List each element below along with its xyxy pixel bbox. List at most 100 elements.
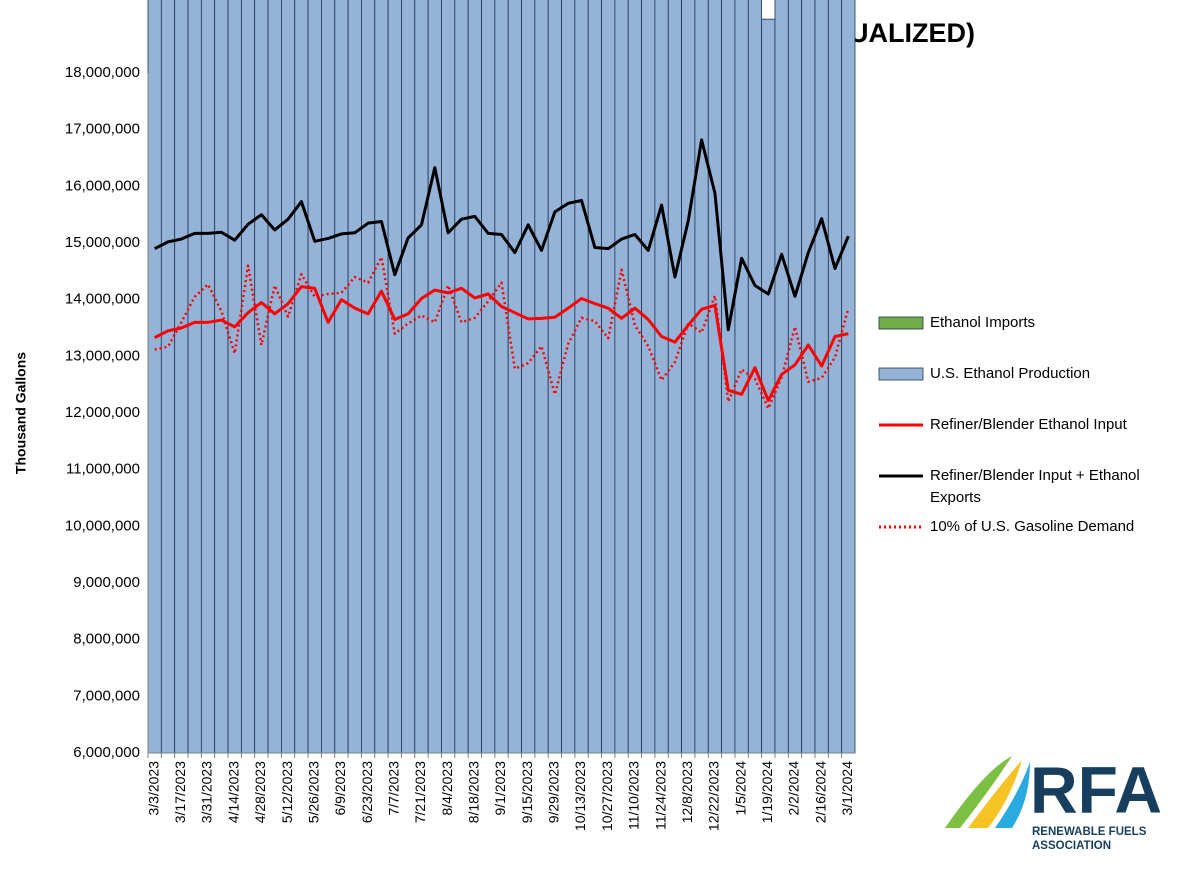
bar — [641, 0, 656, 754]
bar — [240, 0, 256, 754]
logo-name: RFA — [1030, 752, 1162, 826]
bar — [267, 0, 282, 754]
x-tick-label: 9/1/2023 — [492, 761, 508, 816]
y-tick-label: 13,000,000 — [65, 347, 140, 364]
logo-swoosh — [945, 756, 1012, 828]
legend-entry: U.S. Ethanol Production — [878, 363, 1168, 385]
bar — [160, 0, 176, 754]
bar — [467, 0, 482, 754]
bar — [187, 0, 202, 754]
x-tick-label: 5/12/2023 — [279, 761, 295, 823]
legend-label: Ethanol Imports — [930, 314, 1036, 331]
bar — [707, 0, 723, 754]
bar — [254, 0, 269, 754]
bar — [174, 0, 189, 754]
x-tick-label: 3/3/2023 — [145, 761, 161, 816]
logo-swoosh — [995, 762, 1030, 828]
line-series — [153, 138, 850, 332]
bar — [414, 0, 429, 754]
legend-marker — [879, 474, 923, 478]
bar — [827, 0, 843, 754]
bar — [627, 0, 642, 754]
x-tick-label: 11/10/2023 — [626, 761, 642, 830]
y-tick-label: 9,000,000 — [73, 574, 140, 591]
bar — [654, 0, 669, 754]
x-tick-label: 5/26/2023 — [305, 761, 321, 823]
x-tick-label: 11/24/2023 — [652, 761, 668, 830]
y-axis-label: Thousand Gallons — [13, 352, 29, 474]
bar — [401, 0, 416, 754]
bars — [147, 0, 856, 754]
bar — [321, 0, 336, 754]
bar — [280, 0, 296, 754]
bar — [294, 0, 309, 754]
bar — [561, 0, 576, 754]
logo: RFA RENEWABLE FUELS ASSOCIATION — [945, 752, 1162, 852]
bar — [481, 0, 496, 754]
legend-label: 10% of U.S. Gasoline Demand — [930, 518, 1135, 535]
x-tick-label: 10/27/2023 — [599, 761, 615, 831]
y-tick-label: 18,000,000 — [65, 64, 140, 81]
bar — [574, 0, 589, 754]
x-tick-label: 12/8/2023 — [679, 761, 695, 823]
bar — [734, 0, 749, 754]
bar — [427, 0, 442, 754]
legend-swatch — [878, 316, 924, 330]
bar — [667, 0, 682, 754]
x-tick-label: 9/29/2023 — [546, 761, 562, 823]
bar — [841, 0, 856, 754]
x-tick-label: 8/18/2023 — [466, 761, 482, 823]
x-tick-label: 3/1/2024 — [839, 761, 855, 816]
bar — [601, 0, 616, 754]
line-series — [153, 285, 849, 403]
bar — [721, 0, 736, 754]
lines — [153, 138, 850, 410]
bar — [227, 0, 242, 754]
x-tick-label: 7/21/2023 — [412, 761, 428, 823]
x-tick-label: 3/31/2023 — [199, 761, 215, 823]
x-tick-label: 6/23/2023 — [359, 761, 375, 823]
bar — [521, 0, 536, 754]
bar — [534, 0, 549, 754]
y-tick-label: 7,000,000 — [73, 687, 140, 704]
bar — [307, 0, 322, 754]
bar — [200, 0, 216, 754]
y-tick-label: 16,000,000 — [65, 177, 140, 194]
legend-label: Refiner/Blender Input + Ethanol Exports — [930, 467, 1140, 506]
y-tick-label: 6,000,000 — [73, 744, 140, 761]
bar — [334, 0, 349, 754]
x-tick-label: 4/14/2023 — [225, 761, 241, 823]
legend-swatch — [878, 367, 924, 381]
y-tick-label: 8,000,000 — [73, 631, 140, 648]
bar — [387, 0, 402, 754]
y-tick-label: 10,000,000 — [65, 517, 140, 534]
y-tick-label: 17,000,000 — [65, 121, 140, 138]
bar — [347, 0, 362, 754]
x-tick-label: 1/19/2024 — [759, 761, 775, 823]
bar — [507, 0, 522, 754]
bar — [374, 0, 389, 754]
bar — [147, 0, 162, 754]
x-tick-label: 1/5/2024 — [732, 761, 748, 816]
x-tick-label: 10/13/2023 — [572, 761, 588, 831]
x-tick-label: 8/4/2023 — [439, 761, 455, 816]
x-tick-label: 7/7/2023 — [385, 761, 401, 816]
bar — [787, 0, 803, 754]
x-tick-label: 6/9/2023 — [332, 761, 348, 816]
x-tick-label: 4/28/2023 — [252, 761, 268, 823]
legend-marker — [878, 367, 924, 381]
bar — [681, 0, 696, 754]
legend-label: U.S. Ethanol Production — [930, 365, 1091, 382]
bar — [214, 0, 229, 754]
logo-tagline: RENEWABLE FUELS — [1032, 826, 1147, 838]
y-tick-label: 15,000,000 — [65, 234, 140, 251]
x-tick-label: 3/17/2023 — [172, 761, 188, 823]
y-tick-label: 14,000,000 — [65, 291, 140, 308]
legend-entry: 10% of U.S. Gasoline Demand — [878, 516, 1168, 538]
legend-marker — [879, 525, 923, 529]
legend-entry: Refiner/Blender Ethanol Input — [878, 414, 1168, 436]
legend-marker — [879, 423, 923, 427]
bar — [801, 0, 816, 754]
